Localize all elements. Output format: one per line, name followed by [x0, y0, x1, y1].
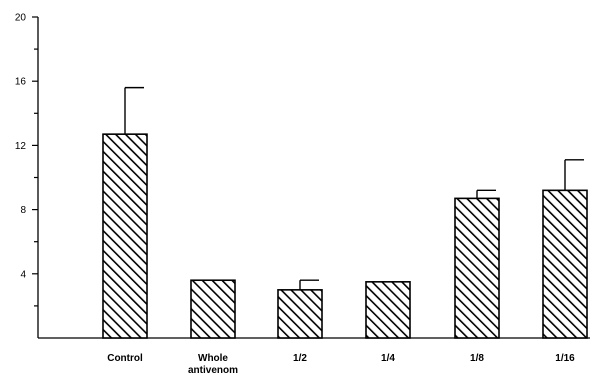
error-bars-group — [124, 86, 584, 290]
bar — [102, 133, 148, 339]
bars-group — [102, 133, 588, 339]
x-tick-label: 1/4 — [381, 353, 395, 364]
y-tick-label: 20 — [15, 13, 27, 24]
y-tick-label: 16 — [15, 77, 27, 88]
y-tick-label: 8 — [20, 205, 26, 216]
x-tick-label: antivenom — [188, 365, 238, 376]
x-tick-label: 1/2 — [293, 353, 307, 364]
bar — [542, 189, 588, 339]
x-tick-label: 1/16 — [555, 353, 575, 364]
x-tick-label: Whole — [198, 353, 228, 364]
x-tick-label: Control — [107, 353, 143, 364]
y-tick-label: 12 — [15, 141, 27, 152]
bar — [277, 289, 323, 339]
y-tick-label: 4 — [20, 269, 26, 280]
x-tick-label: 1/8 — [470, 353, 484, 364]
bar — [190, 279, 236, 339]
bar — [365, 281, 411, 339]
bar — [454, 197, 500, 339]
